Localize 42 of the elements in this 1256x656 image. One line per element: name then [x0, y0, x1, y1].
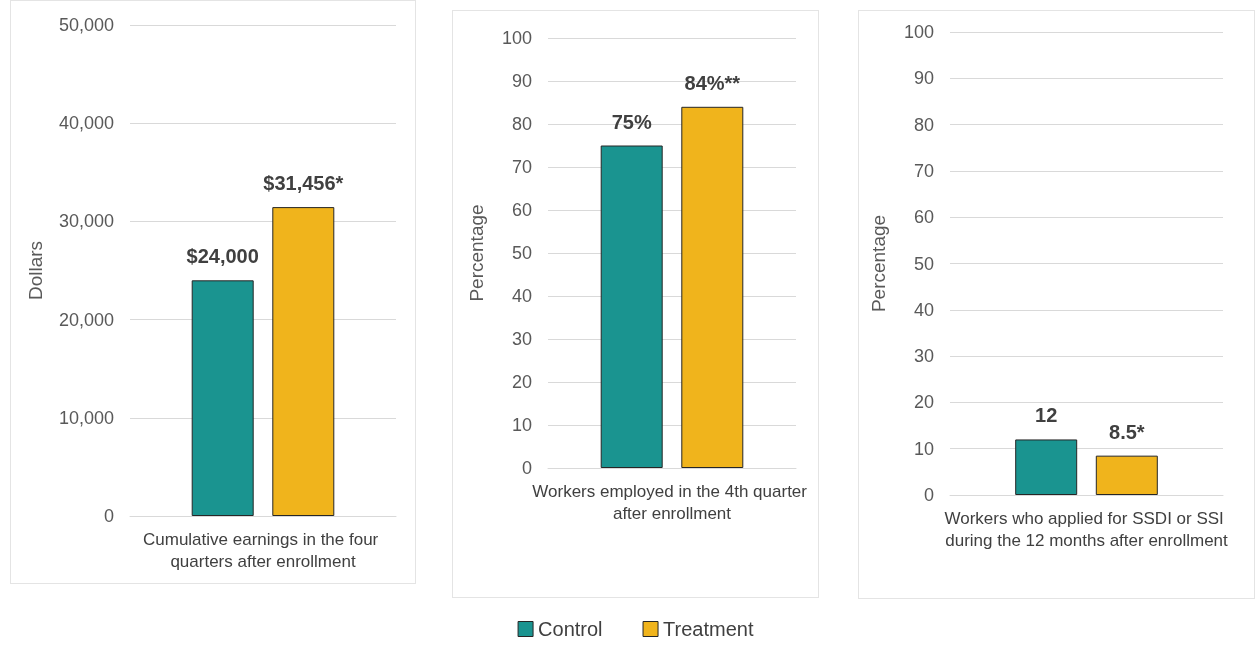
y-tick-label: 40	[511, 286, 532, 306]
data-label: $24,000	[186, 245, 259, 268]
y-tick-label: 60	[511, 200, 532, 220]
y-tick-label: 20	[913, 392, 934, 413]
y-tick-label: 60	[913, 207, 934, 228]
y-tick-label: 50,000	[58, 15, 114, 35]
y-tick-label: 40	[913, 299, 934, 320]
y-axis-title: Percentage	[868, 214, 889, 313]
y-tick-label: 0	[521, 458, 532, 478]
y-tick-label: 50	[511, 243, 532, 263]
y-tick-label: 80	[511, 114, 532, 134]
y-tick-label: 50	[913, 253, 934, 274]
y-tick-label: 0	[923, 485, 934, 505]
data-label: 12	[1035, 404, 1058, 427]
y-tick-label: 90	[511, 71, 532, 91]
legend-label: Control	[538, 618, 603, 640]
y-tick-label: 10,000	[58, 407, 114, 428]
y-tick-label: 90	[913, 68, 934, 89]
y-tick-label: 30,000	[58, 211, 114, 232]
x-tick-label: Workers employed in the 4th quarter after enrollment	[532, 481, 812, 523]
y-tick-label: 20	[511, 372, 532, 392]
y-tick-label: 80	[913, 114, 934, 135]
legend-label: Treatment	[663, 618, 754, 640]
y-tick-label: 10	[511, 415, 532, 435]
data-label: 8.5*	[1109, 420, 1145, 443]
y-tick-label: 30	[913, 346, 934, 367]
y-tick-label: 70	[913, 160, 934, 181]
y-axis-title: Dollars	[25, 240, 46, 301]
y-tick-label: 10	[913, 438, 934, 459]
y-tick-label: 20,000	[58, 309, 114, 330]
y-tick-label: 30	[511, 329, 532, 349]
y-axis-title: Percentage	[466, 204, 487, 302]
y-tick-label: 0	[103, 506, 114, 526]
data-label: $31,456*	[263, 172, 344, 195]
x-tick-label: Workers who applied for SSDI or SSI during the 12 months after enrollment	[944, 508, 1229, 550]
data-label: 84%**	[684, 71, 741, 94]
y-tick-label: 100	[903, 22, 934, 42]
data-label: 75%	[611, 110, 652, 133]
y-tick-label: 40,000	[58, 113, 114, 134]
y-tick-label: 100	[501, 28, 532, 48]
y-tick-label: 70	[511, 157, 532, 177]
x-tick-label: Cumulative earnings in the four quarters after enrollment	[142, 529, 384, 571]
